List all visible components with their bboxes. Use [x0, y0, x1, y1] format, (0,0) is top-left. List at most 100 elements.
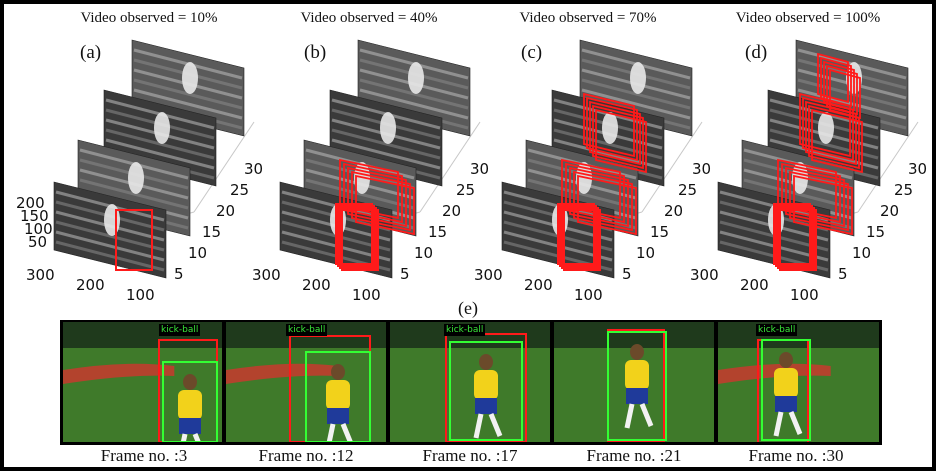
prediction-box	[811, 108, 863, 174]
tick-label-frame: 10	[636, 244, 655, 262]
prediction-box	[592, 104, 644, 170]
tick-label-frame: 5	[838, 265, 848, 283]
player-shape	[630, 62, 646, 94]
panel-a-title: Video observed = 10%	[80, 10, 218, 26]
frame-texture	[55, 240, 165, 272]
frame-texture	[797, 78, 907, 110]
player-shape	[104, 204, 120, 236]
frame-texture	[133, 88, 243, 120]
plot-panel-b: 510 15 20 25 30 300 200 100	[252, 39, 489, 304]
ground-truth-box	[162, 361, 218, 442]
frame-image-12: kick-ball	[226, 322, 386, 442]
player-shape	[408, 62, 424, 94]
frame-texture	[105, 138, 215, 170]
frame-texture	[359, 78, 469, 110]
prediction-box	[793, 174, 853, 236]
frame-canvas	[554, 322, 714, 442]
frame-caption-12: Frame no. :12	[258, 446, 354, 465]
tick-label-x: 300	[252, 266, 281, 284]
player-leg	[326, 423, 336, 442]
prediction-box	[445, 333, 527, 442]
frame-caption-3: Frame no. :3	[100, 446, 188, 465]
plot-group: 510 15 20 25 30 300 200 100	[474, 39, 711, 304]
frame-caption-17: Frame no. :17	[422, 446, 518, 465]
action-label-tag: kick-ball	[159, 324, 201, 336]
figure-frame: Video observed = 10% Video observed = 40…	[4, 4, 932, 467]
tick-label-frame: 30	[244, 160, 263, 178]
tick-label-frame: 15	[202, 223, 221, 241]
tick-label-frame: 25	[678, 181, 697, 199]
player-shape	[154, 112, 170, 144]
prediction-box	[777, 158, 837, 220]
tick-label-x: 300	[474, 266, 503, 284]
player-leg	[624, 403, 635, 429]
frame-image-17: kick-ball	[390, 322, 550, 442]
frame-texture	[553, 138, 663, 170]
player-head	[183, 374, 197, 390]
panel-d-letter: (d)	[745, 42, 768, 63]
tick-label-frame: 25	[456, 181, 475, 199]
prediction-box	[829, 68, 861, 120]
tick-label-frame: 5	[174, 265, 184, 283]
prediction-box	[826, 64, 858, 116]
tick-label-frame: 5	[622, 265, 632, 283]
prediction-box	[823, 60, 855, 112]
panel-d-title: Video observed = 100%	[735, 10, 881, 26]
prediction-box	[355, 174, 415, 236]
prediction-box	[773, 203, 811, 265]
frame-texture	[743, 178, 853, 210]
plot-group: 510 15 20 25 30 300 200 100	[690, 39, 927, 304]
tick-label-x: 200	[302, 276, 331, 294]
ground-truth-box	[607, 331, 667, 441]
tick-label-frame: 15	[650, 223, 669, 241]
prediction-box	[789, 170, 849, 232]
tick-label-frame: 10	[852, 244, 871, 262]
player-head	[779, 352, 793, 368]
tick-label-x: 100	[574, 286, 603, 304]
frame-canvas	[718, 322, 879, 442]
prediction-box	[817, 52, 849, 104]
plot-group: 510 15 20 25 30 300 200 100	[252, 39, 489, 304]
tick-label-frame: 20	[442, 202, 461, 220]
prediction-box	[347, 166, 407, 228]
tick-label-frame: 10	[414, 244, 433, 262]
action-label-tag: kick-ball	[756, 324, 798, 336]
frame-caption-30: Frame no. :30	[748, 446, 844, 465]
tick-label-frame: 15	[866, 223, 885, 241]
plot-panel-d: 510 15 20 25 30 300 200 100	[690, 39, 927, 304]
frame-image-30: kick-ball	[718, 322, 879, 442]
player-leg	[192, 433, 201, 442]
player-shape	[182, 62, 198, 94]
player-leg	[180, 433, 188, 442]
prediction-box	[589, 100, 641, 166]
frame-strip: kick-ball kick-ball kick-ball kick-ball	[60, 320, 882, 445]
tick-label-y: 150	[20, 207, 49, 225]
prediction-box	[595, 108, 647, 174]
prediction-box	[343, 162, 403, 224]
frame-texture	[105, 128, 215, 160]
tick-label-x: 200	[524, 276, 553, 294]
frame-texture	[527, 178, 637, 210]
player-leg	[639, 403, 654, 427]
frame-texture	[305, 178, 415, 210]
player-shorts	[626, 388, 648, 404]
player-shorts	[475, 398, 497, 414]
frame-texture	[331, 128, 441, 160]
prediction-box	[583, 92, 635, 158]
tick-label-x: 300	[690, 266, 719, 284]
tick-label-frame: 20	[664, 202, 683, 220]
axis-line	[419, 121, 481, 213]
axis-line	[193, 121, 255, 213]
tick-label-frame: 30	[692, 160, 711, 178]
prediction-box	[339, 207, 377, 269]
player-head	[331, 364, 345, 380]
stands-bg	[718, 322, 879, 348]
frame-texture	[581, 78, 691, 110]
panel-a-letter: (a)	[80, 42, 102, 63]
action-label-tag: kick-ball	[444, 324, 486, 336]
frame-image-21	[554, 322, 714, 442]
player-shorts	[775, 396, 797, 412]
panel-b-letter: (b)	[304, 42, 327, 63]
frame-texture	[553, 128, 663, 160]
frame-image-3: kick-ball	[63, 322, 222, 442]
